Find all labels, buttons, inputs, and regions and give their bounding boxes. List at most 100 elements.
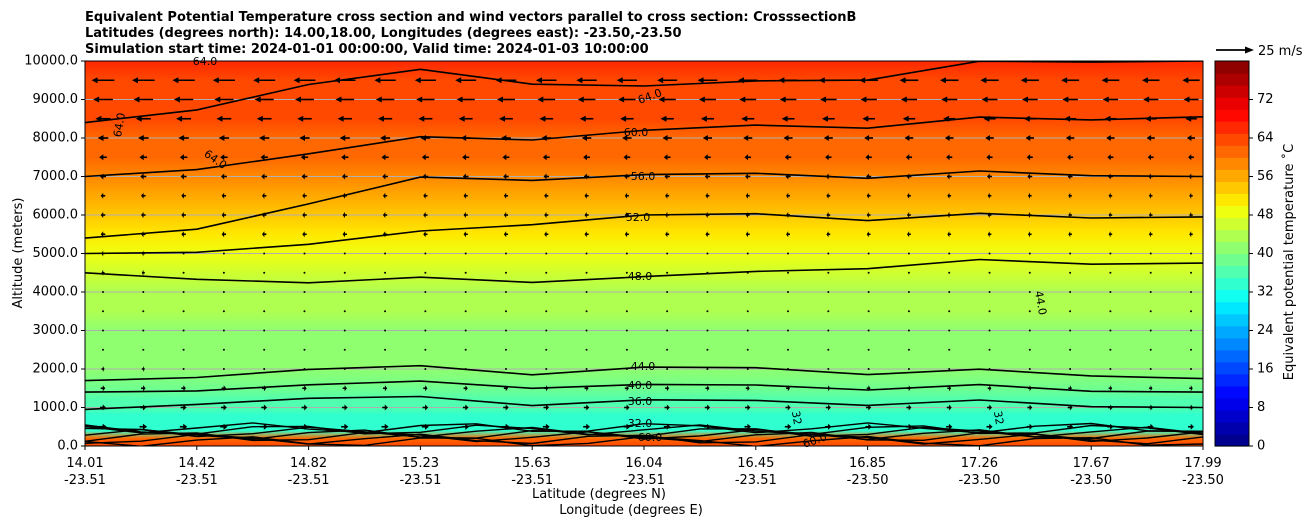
x-tick-label-lat: 14.01: [66, 456, 103, 471]
wind-vector: [99, 404, 107, 411]
colorbar-segment: [1215, 397, 1249, 411]
wind-vector: [697, 77, 718, 84]
wind-vector: [93, 96, 113, 103]
contour-line-44.0: [85, 364, 1203, 382]
wind-vector: [624, 385, 629, 392]
wind-vector: [867, 310, 870, 313]
wind-vector: [1148, 212, 1153, 218]
wind-vector: [1109, 252, 1112, 255]
wind-vector: [1149, 368, 1152, 370]
wind-vector: [665, 231, 670, 238]
x-axis-label-latitude: Latitude (degrees N): [532, 487, 666, 502]
colorbar-segment: [1215, 73, 1249, 86]
x-tick-label-lat: 16.45: [737, 456, 774, 471]
contour-label: 32: [789, 410, 804, 426]
wind-vector: [1068, 231, 1072, 238]
wind-vector: [503, 173, 509, 180]
y-tick-label: 4000.0: [33, 285, 79, 300]
wind-vector: [624, 192, 629, 199]
wind-vector: [302, 212, 307, 218]
wind-vector: [422, 404, 429, 411]
wind-vector: [423, 385, 428, 392]
wind-vector: [1067, 173, 1073, 180]
wind-vector: [1102, 96, 1119, 103]
wind-vector: [1069, 271, 1072, 274]
wind-vector: [987, 192, 992, 199]
wind-vector: [867, 271, 870, 274]
wind-vector: [341, 423, 349, 430]
contour-label: 60.0: [638, 431, 663, 444]
wind-vector: [293, 77, 316, 84]
y-axis-label: Altitude (meters): [11, 198, 26, 309]
wind-vector: [584, 192, 589, 199]
colorbar-segment: [1215, 109, 1249, 122]
wind-vector: [263, 271, 266, 274]
contour-labels: 64.064.064.064.060.056.052.048.044.044.0…: [111, 55, 1049, 451]
wind-vector: [577, 96, 596, 103]
wind-vector: [1069, 329, 1072, 332]
wind-vector: [583, 404, 590, 411]
title-line-2: Latitudes (degrees north): 14.00,18.00, …: [85, 26, 682, 41]
wind-vector: [786, 385, 790, 392]
wind-vector: [1189, 231, 1193, 238]
wind-vector: [867, 368, 870, 370]
wind-vector: [1069, 348, 1072, 351]
wind-vector: [907, 291, 910, 293]
wind-vector: [138, 135, 149, 141]
wind-vector: [142, 291, 145, 293]
wind-vector: [1061, 77, 1080, 84]
wind-vector: [100, 212, 106, 218]
wind-vector: [181, 385, 186, 392]
wind-vector: [302, 231, 307, 238]
wind-vector: [825, 423, 832, 430]
wind-vector: [576, 77, 597, 84]
wind-vector: [821, 115, 835, 122]
wind-vector: [902, 115, 916, 122]
wind-vector: [182, 252, 185, 255]
wind-vector: [907, 271, 910, 274]
wind-vector: [302, 192, 307, 199]
x-tick-label-lon: -23.51: [399, 473, 441, 488]
wind-vector: [501, 135, 511, 141]
x-tick-label-lat: 14.82: [290, 456, 327, 471]
wind-vector: [384, 291, 387, 293]
wind-vector: [584, 385, 589, 392]
wind-key-arrow-icon: [1216, 46, 1254, 54]
wind-vector: [745, 173, 751, 180]
wind-vector: [860, 96, 877, 103]
wind-vector: [665, 192, 670, 199]
wind-vector: [980, 77, 999, 84]
wind-vector: [1068, 385, 1072, 392]
wind-vector: [706, 291, 709, 293]
x-tick-label-lat: 14.42: [178, 456, 215, 471]
wind-vector: [254, 96, 274, 103]
wind-vector: [1107, 154, 1114, 161]
wind-vector: [140, 404, 147, 411]
colorbar-segment: [1215, 217, 1249, 231]
wind-vector: [947, 212, 952, 218]
wind-vector: [1107, 423, 1114, 430]
wind-vector: [261, 212, 267, 218]
wind-vector: [377, 115, 393, 122]
wind-vector: [135, 115, 151, 122]
wind-vector: [1148, 192, 1153, 199]
wind-vector: [263, 368, 266, 370]
wind-key-label: 25 m/s: [1258, 44, 1303, 59]
wind-vector: [295, 96, 314, 103]
wind-vector: [1069, 291, 1072, 293]
wind-vector: [745, 231, 750, 238]
wind-vector: [947, 192, 952, 199]
wind-vector: [101, 269, 105, 276]
wind-vector: [1028, 329, 1031, 332]
colorbar-segment: [1215, 265, 1249, 279]
wind-vector: [384, 329, 387, 332]
colorbar-segment: [1215, 169, 1249, 182]
wind-vector: [823, 135, 833, 141]
colorbar-segment: [1215, 313, 1249, 327]
y-tick-label: 1000.0: [33, 400, 79, 415]
colorbar-segment: [1215, 253, 1249, 267]
wind-vector: [496, 96, 515, 103]
y-tick-label: 9000.0: [33, 92, 79, 107]
wind-vector: [706, 271, 709, 274]
wind-vector: [1146, 135, 1155, 141]
